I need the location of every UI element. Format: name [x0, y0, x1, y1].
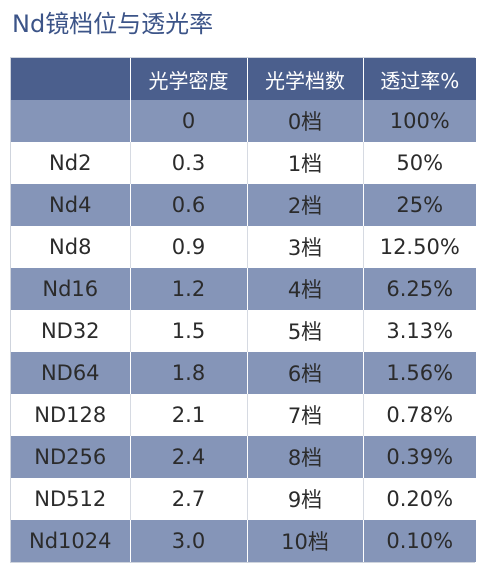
- table-row: Nd16 1.2 4档 6.25%: [11, 268, 476, 310]
- transmittance-cell: 1.56%: [363, 352, 476, 394]
- transmittance-cell: 100%: [363, 100, 476, 142]
- optical-density-cell: 2.1: [130, 394, 248, 436]
- table-row: Nd1024 3.0 10档 0.10%: [11, 520, 476, 562]
- filter-name-cell: Nd4: [11, 184, 131, 226]
- table-row: Nd8 0.9 3档 12.50%: [11, 226, 476, 268]
- transmittance-cell: 6.25%: [363, 268, 476, 310]
- filter-name-cell: ND256: [11, 436, 131, 478]
- table-row: ND256 2.4 8档 0.39%: [11, 436, 476, 478]
- optical-density-cell: 1.2: [130, 268, 248, 310]
- optical-density-cell: 0.9: [130, 226, 248, 268]
- optical-density-cell: 0.6: [130, 184, 248, 226]
- filter-name-cell: Nd1024: [11, 520, 131, 562]
- filter-name-cell: ND512: [11, 478, 131, 520]
- transmittance-cell: 25%: [363, 184, 476, 226]
- optical-density-cell: 0.3: [130, 142, 248, 184]
- transmittance-cell: 0.20%: [363, 478, 476, 520]
- table-header-row: 光学密度 光学档数 透过率%: [11, 58, 476, 100]
- optical-density-cell: 1.8: [130, 352, 248, 394]
- column-header-filter: [11, 58, 131, 100]
- table-row: Nd2 0.3 1档 50%: [11, 142, 476, 184]
- optical-density-cell: 3.0: [130, 520, 248, 562]
- filter-name-cell: ND32: [11, 310, 131, 352]
- stops-cell: 10档: [247, 520, 364, 562]
- stops-cell: 6档: [247, 352, 364, 394]
- column-header-optical-density: 光学密度: [130, 58, 248, 100]
- optical-density-cell: 1.5: [130, 310, 248, 352]
- stops-cell: 8档: [247, 436, 364, 478]
- transmittance-cell: 50%: [363, 142, 476, 184]
- nd-filter-table: 光学密度 光学档数 透过率% 0 0档 100% Nd2 0.3 1档 50% …: [10, 57, 476, 563]
- filter-name-cell: Nd8: [11, 226, 131, 268]
- column-header-transmittance: 透过率%: [363, 58, 476, 100]
- table-row: 0 0档 100%: [11, 100, 476, 142]
- page-title: Nd镜档位与透光率: [12, 10, 214, 38]
- stops-cell: 5档: [247, 310, 364, 352]
- stops-cell: 9档: [247, 478, 364, 520]
- transmittance-cell: 3.13%: [363, 310, 476, 352]
- table-row: ND32 1.5 5档 3.13%: [11, 310, 476, 352]
- filter-name-cell: [11, 100, 131, 142]
- filter-name-cell: Nd16: [11, 268, 131, 310]
- transmittance-cell: 0.39%: [363, 436, 476, 478]
- transmittance-cell: 0.10%: [363, 520, 476, 562]
- optical-density-cell: 2.4: [130, 436, 248, 478]
- column-header-stops: 光学档数: [247, 58, 364, 100]
- stops-cell: 7档: [247, 394, 364, 436]
- stops-cell: 1档: [247, 142, 364, 184]
- stops-cell: 4档: [247, 268, 364, 310]
- table-row: Nd4 0.6 2档 25%: [11, 184, 476, 226]
- table-row: ND128 2.1 7档 0.78%: [11, 394, 476, 436]
- table-row: ND512 2.7 9档 0.20%: [11, 478, 476, 520]
- table-row: ND64 1.8 6档 1.56%: [11, 352, 476, 394]
- filter-name-cell: Nd2: [11, 142, 131, 184]
- filter-name-cell: ND128: [11, 394, 131, 436]
- stops-cell: 2档: [247, 184, 364, 226]
- filter-name-cell: ND64: [11, 352, 131, 394]
- optical-density-cell: 2.7: [130, 478, 248, 520]
- transmittance-cell: 12.50%: [363, 226, 476, 268]
- transmittance-cell: 0.78%: [363, 394, 476, 436]
- optical-density-cell: 0: [130, 100, 248, 142]
- stops-cell: 3档: [247, 226, 364, 268]
- stops-cell: 0档: [247, 100, 364, 142]
